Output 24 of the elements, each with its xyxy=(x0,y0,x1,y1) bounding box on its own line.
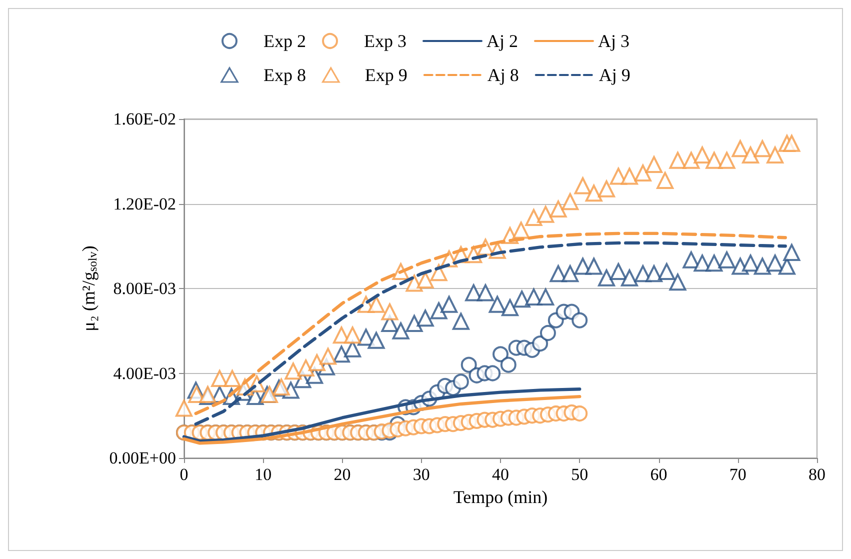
legend-label: Exp 3 xyxy=(364,31,406,51)
x-tick-label: 30 xyxy=(412,465,430,484)
x-tick-label: 80 xyxy=(808,465,826,484)
legend-label: Exp 9 xyxy=(364,65,408,85)
legend-label: Aj 2 xyxy=(486,31,518,51)
legend-label: Aj 3 xyxy=(598,31,630,51)
x-tick-label: 50 xyxy=(571,465,588,484)
y-tick-label: 1.20E-02 xyxy=(113,194,176,214)
legend-label: Exp 2 xyxy=(264,31,306,51)
legend-label: Aj 8 xyxy=(487,65,519,85)
y-tick-label: 1.60E-02 xyxy=(113,110,176,128)
legend-label: Exp 8 xyxy=(264,65,306,85)
y-tick-label: 4.00E-03 xyxy=(113,364,176,383)
x-tick-label: 60 xyxy=(650,465,668,484)
y-axis-title: μ₂ (m²/gsolv) xyxy=(78,246,100,332)
y-tick-label: 0.00E+00 xyxy=(109,448,176,468)
x-tick-label: 0 xyxy=(180,465,188,484)
legend-label: Aj 9 xyxy=(598,65,630,85)
x-tick-label: 40 xyxy=(492,465,509,484)
x-axis-title: Tempo (min) xyxy=(453,487,548,507)
x-tick-label: 20 xyxy=(334,465,351,484)
y-tick-label: 8.00E-03 xyxy=(113,279,176,298)
x-tick-label: 10 xyxy=(254,465,272,484)
x-tick-label: 70 xyxy=(729,465,746,484)
